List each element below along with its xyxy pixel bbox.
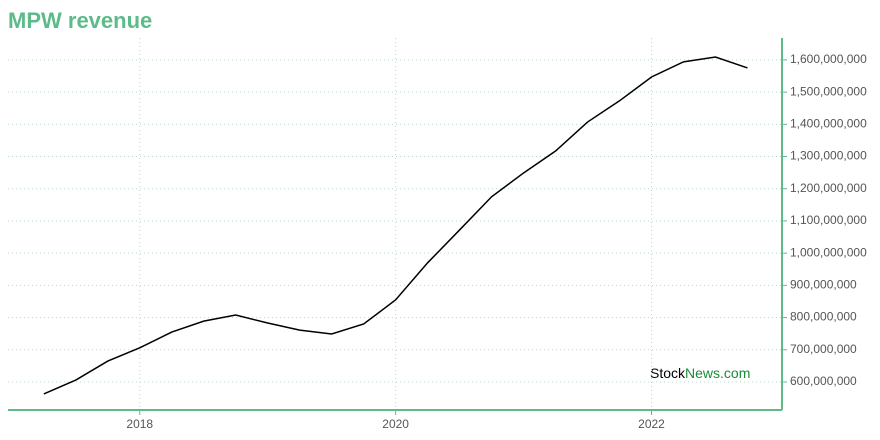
chart-title: MPW revenue xyxy=(8,8,152,33)
y-tick-label: 700,000,000 xyxy=(790,342,857,356)
y-tick-label: 900,000,000 xyxy=(790,278,857,292)
watermark-stock: Stock xyxy=(650,365,686,381)
y-tick-label: 1,400,000,000 xyxy=(790,116,867,130)
y-tick-label: 1,100,000,000 xyxy=(790,213,867,227)
watermark: StockNews.com xyxy=(650,365,750,381)
y-tick-label: 1,600,000,000 xyxy=(790,52,867,66)
y-tick-label: 600,000,000 xyxy=(790,374,857,388)
y-tick-label: 1,000,000,000 xyxy=(790,245,867,259)
x-tick-label: 2018 xyxy=(126,417,153,431)
y-tick-label: 800,000,000 xyxy=(790,310,857,324)
x-tick-label: 2022 xyxy=(638,417,665,431)
y-tick-label: 1,200,000,000 xyxy=(790,181,867,195)
x-tick-label: 2020 xyxy=(382,417,409,431)
y-tick-label: 1,500,000,000 xyxy=(790,84,867,98)
y-tick-label: 1,300,000,000 xyxy=(790,149,867,163)
watermark-news: News.com xyxy=(685,365,750,381)
line-series xyxy=(43,56,748,395)
